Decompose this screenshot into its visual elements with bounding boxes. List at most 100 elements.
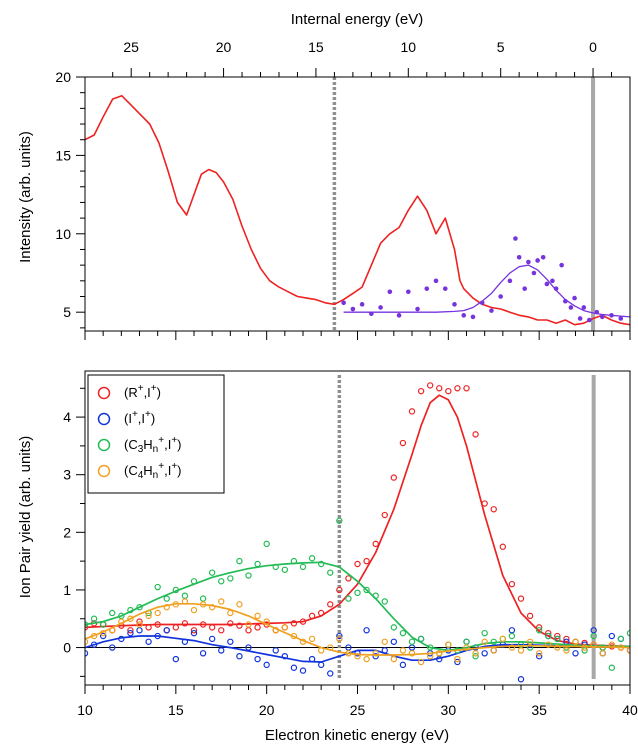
data-point [219,599,224,604]
data-point [473,432,478,437]
top-data-point [461,313,466,318]
data-point [255,561,260,566]
top-x-tick-label: 0 [589,39,597,55]
data-point [228,576,233,581]
legend-text-main: (C [124,437,138,452]
data-point [237,654,242,659]
legend-text-main: (I [124,411,132,426]
data-point [300,668,305,673]
data-point [482,651,487,656]
data-point [300,564,305,569]
data-point [146,639,151,644]
top-series-group [57,96,630,325]
top-x-tick-label: 25 [123,39,139,55]
top-y-tick-label: 10 [55,226,71,242]
top-y-tick-label: 5 [63,304,71,320]
data-point [391,639,396,644]
data-point [264,541,269,546]
top-data-point [452,302,457,307]
data-point [518,596,523,601]
fit-line [85,636,630,662]
top-data-point [559,263,564,268]
data-point [600,651,605,656]
top-reference-lines [334,77,593,331]
top-data-point [360,302,365,307]
top-data-point [434,279,439,284]
data-point [464,639,469,644]
top-data-point [378,305,383,310]
data-point [509,628,514,633]
data-point [527,613,532,618]
data-point [509,633,514,638]
data-point [328,602,333,607]
data-point [464,386,469,391]
data-point [391,625,396,630]
top-series-line [344,265,630,317]
top-data-point [517,255,522,260]
data-point [364,559,369,564]
data-point [400,440,405,445]
top-data-point [489,308,494,313]
top-data-point [388,290,393,295]
data-point [364,628,369,633]
data-point [382,512,387,517]
data-point [609,633,614,638]
legend-text-mid: H [143,437,152,452]
data-point [255,656,260,661]
legend-text-sep: ,I [164,463,171,478]
data-point [609,665,614,670]
top-data-point [351,307,356,312]
data-point [518,648,523,653]
bottom-x-tick-label: 35 [531,702,547,718]
legend-label: (I+,I+) [124,409,155,426]
top-data-point [526,260,531,265]
legend-text-main: (C [124,463,138,478]
top-data-point [578,316,583,321]
top-data-point [508,279,513,284]
data-point [273,648,278,653]
top-y-tick-label: 20 [55,69,71,85]
bottom-y-tick-label: 1 [63,582,71,598]
data-point [518,677,523,682]
data-point [391,475,396,480]
data-point [346,596,351,601]
legend-text-close: ) [177,437,181,452]
top-x-tick-label: 20 [216,39,232,55]
data-point [446,642,451,647]
data-point [500,636,505,641]
data-point [428,383,433,388]
top-x-tick-label: 15 [308,39,324,55]
data-point [400,648,405,653]
top-plot-frame [85,77,630,331]
data-point [137,628,142,633]
legend-text-close: ) [151,411,155,426]
data-point [182,593,187,598]
legend: (R+,I+)(I+,I+)(C3Hn+,I+)(C4Hn+,I+) [88,375,224,493]
legend-text-sep: ,I [164,437,171,452]
data-point [237,602,242,607]
data-point [264,662,269,667]
top-data-point [550,279,555,284]
bottom-x-tick-label: 10 [77,702,93,718]
data-point [355,561,360,566]
legend-text-main: (R [124,385,138,400]
top-data-point [541,255,546,260]
data-point [355,590,360,595]
data-point [455,386,460,391]
data-point [164,596,169,601]
top-data-point [341,300,346,305]
data-point [173,656,178,661]
bottom-y-tick-label: 2 [63,524,71,540]
data-point [155,610,160,615]
bottom-x-tick-label: 25 [350,702,366,718]
data-point [110,610,115,615]
data-point [573,651,578,656]
top-data-point [471,315,476,320]
data-point [500,544,505,549]
top-data-point [545,282,550,287]
data-point [328,671,333,676]
top-data-point [522,286,527,291]
data-point [400,662,405,667]
data-point [509,582,514,587]
